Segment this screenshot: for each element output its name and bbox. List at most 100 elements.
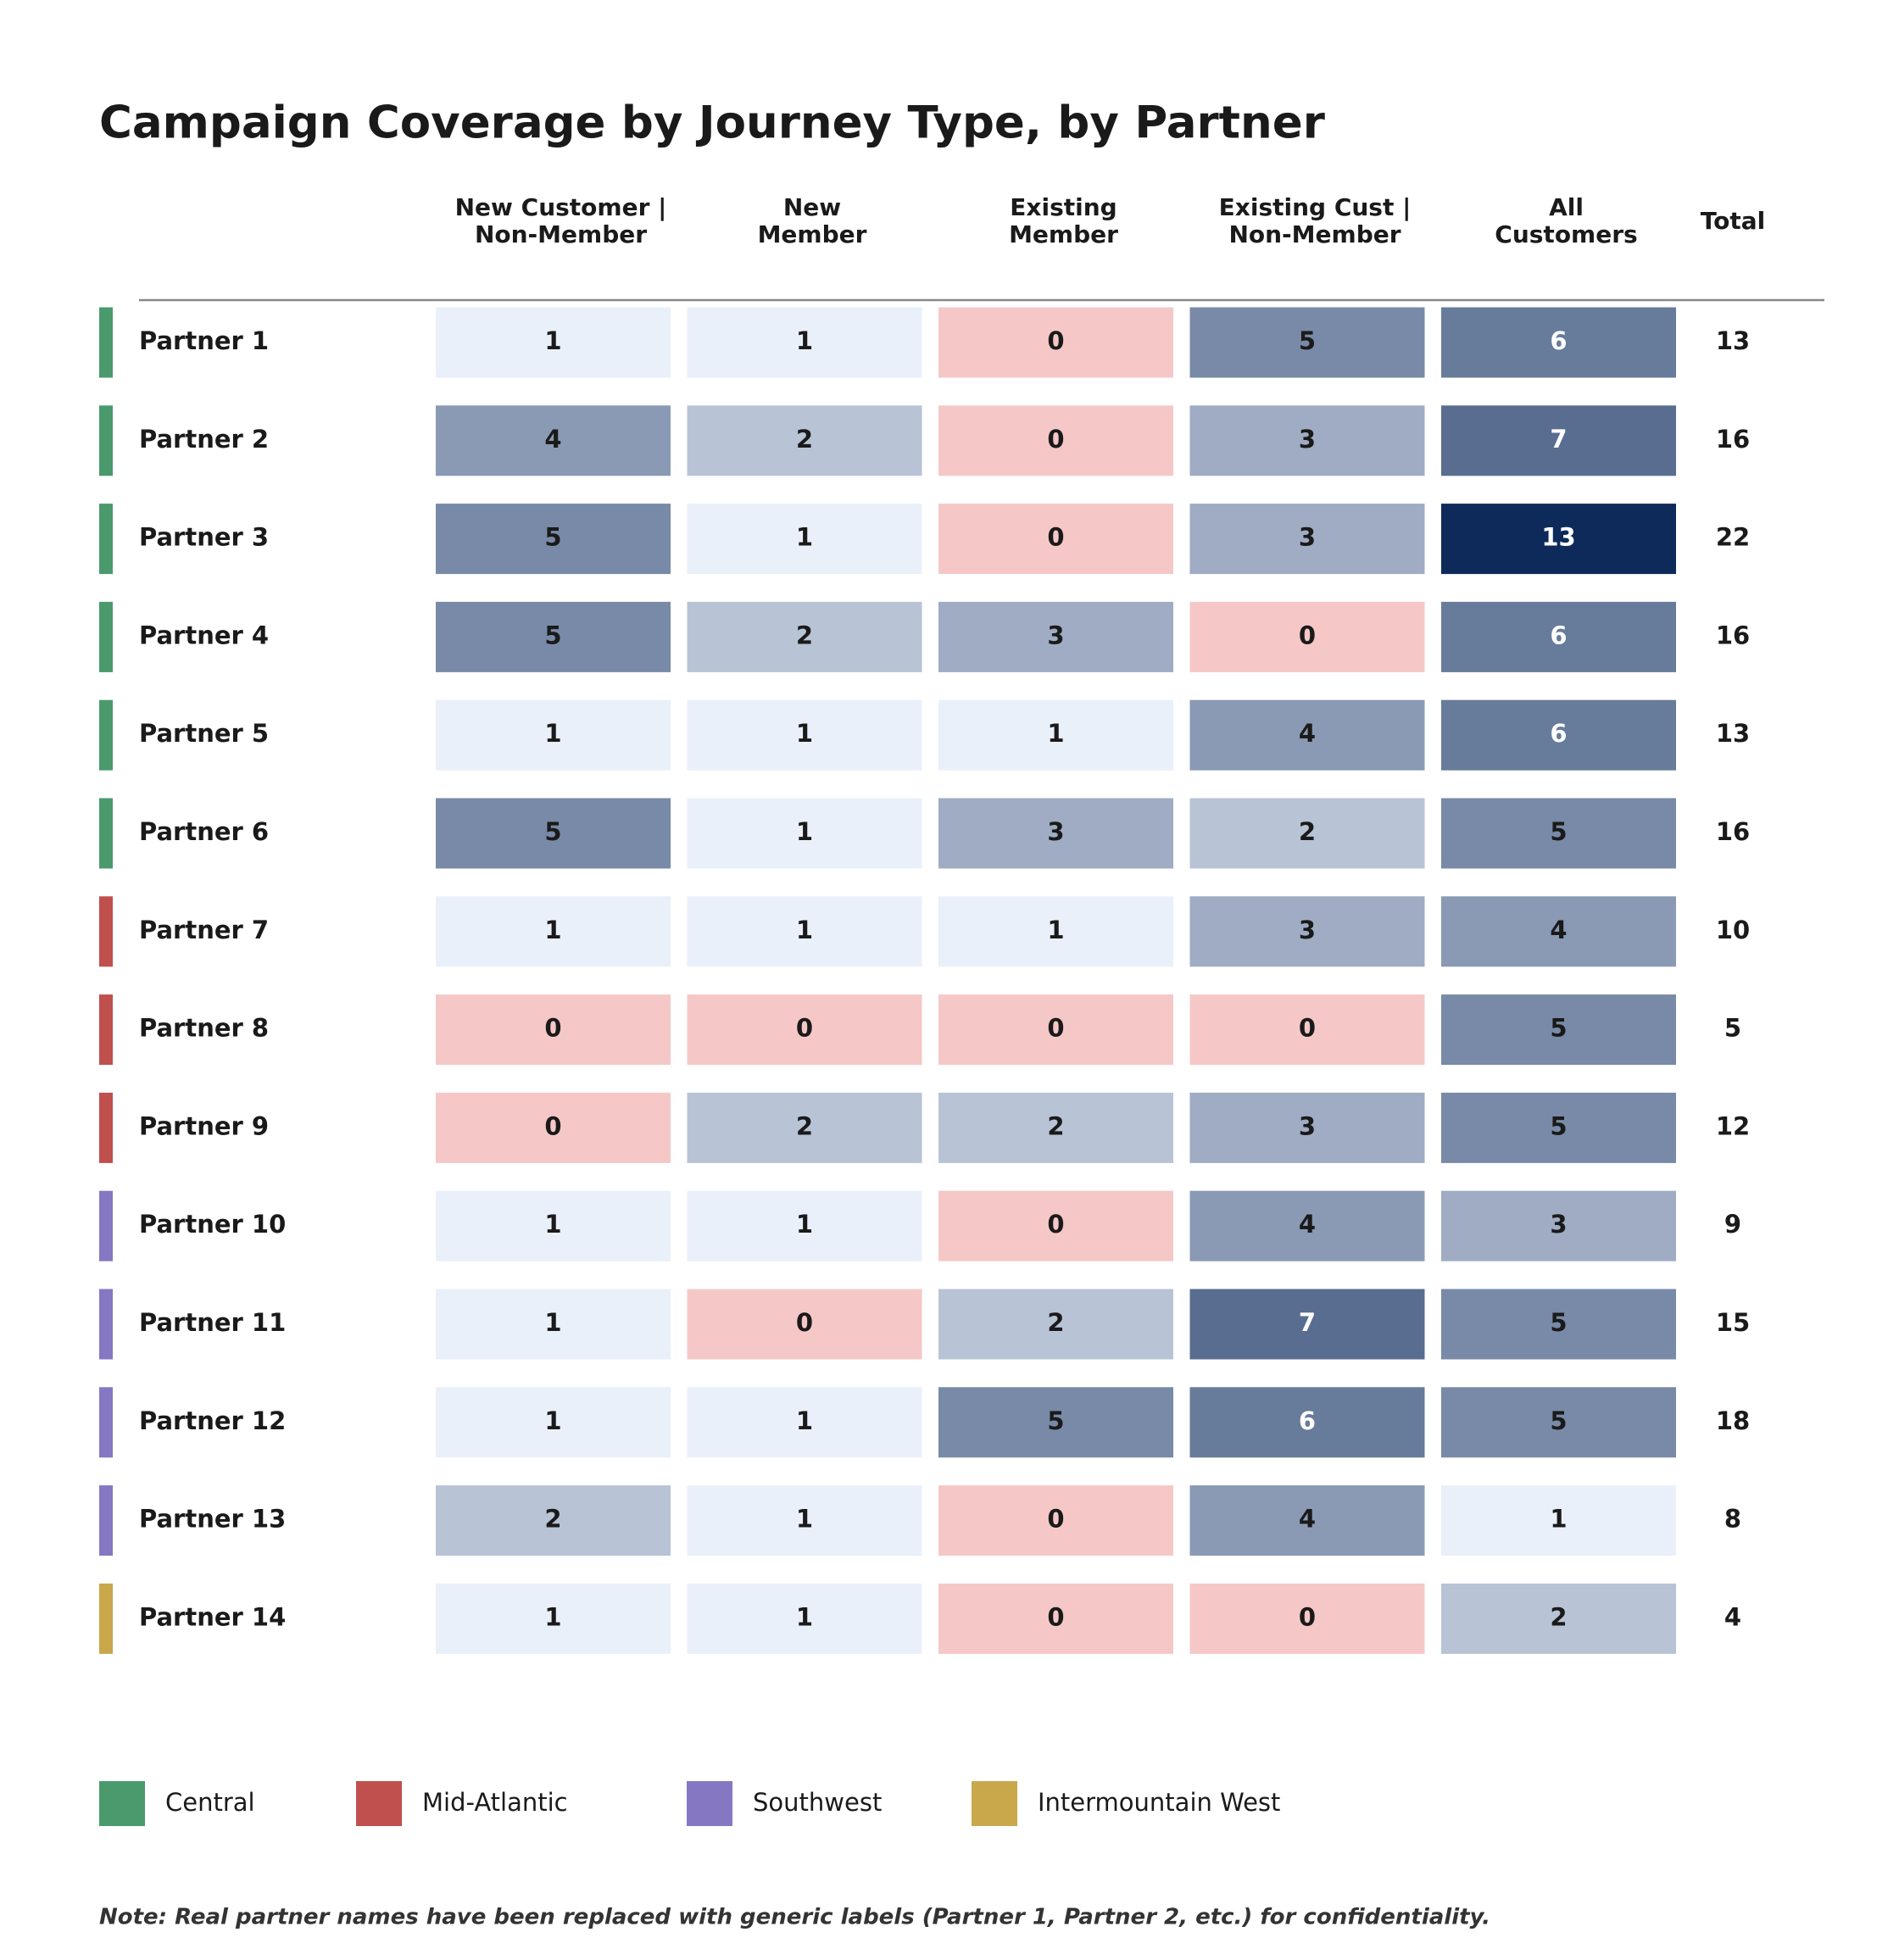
region-bar <box>99 1387 113 1458</box>
cell-label: 1 <box>796 1602 813 1631</box>
column-header: Member <box>1009 220 1118 248</box>
row-label: Partner 12 <box>139 1406 286 1435</box>
cell-label: 1 <box>796 326 813 355</box>
heat-cell <box>1441 896 1676 967</box>
cell-label: 6 <box>1550 719 1567 748</box>
heat-cell <box>687 994 922 1066</box>
region-bar <box>99 504 113 575</box>
heat-cell <box>687 504 922 575</box>
heat-cell <box>436 994 671 1066</box>
legend-label: Central <box>165 1788 255 1817</box>
cell-label: 5 <box>544 817 561 846</box>
row-total: 4 <box>1724 1602 1741 1631</box>
heat-cell <box>1441 1190 1676 1261</box>
row-total: 13 <box>1716 719 1750 748</box>
cell-label: 1 <box>796 1210 813 1239</box>
cell-label: 6 <box>1299 1406 1316 1435</box>
heat-cell <box>1441 1583 1676 1654</box>
region-bar <box>99 1289 113 1360</box>
heat-cell <box>938 307 1173 378</box>
cell-label: 2 <box>1047 1308 1064 1337</box>
row-label: Partner 10 <box>139 1210 286 1239</box>
row-label: Partner 7 <box>139 916 269 944</box>
region-bar <box>99 1092 113 1163</box>
cell-label: 2 <box>796 621 813 649</box>
cell-label: 6 <box>1550 326 1567 355</box>
cell-label: 5 <box>1299 326 1316 355</box>
heat-cell <box>1189 798 1425 869</box>
cell-label: 0 <box>1047 1210 1064 1239</box>
heat-cell <box>687 699 922 771</box>
column-header: New Customer | <box>455 193 667 221</box>
heat-cell <box>436 1092 671 1163</box>
region-bar <box>99 994 113 1066</box>
row-total: 13 <box>1716 326 1750 355</box>
cell-label: 0 <box>1047 523 1064 552</box>
row-total: 15 <box>1716 1308 1750 1337</box>
row-total: 16 <box>1716 621 1750 649</box>
heat-cell <box>687 601 922 672</box>
column-header: Customers <box>1495 220 1637 248</box>
row-label: Partner 1 <box>139 326 269 355</box>
heat-cell <box>1189 1190 1425 1261</box>
heat-cell <box>1441 601 1676 672</box>
row-total: 22 <box>1716 523 1750 552</box>
heat-cell <box>1189 601 1425 672</box>
heat-cell <box>1441 1289 1676 1360</box>
cell-label: 0 <box>1299 1602 1316 1631</box>
heat-cell <box>436 1387 671 1458</box>
heat-cell <box>938 994 1173 1066</box>
row-label: Partner 5 <box>139 719 269 748</box>
cell-label: 1 <box>796 523 813 552</box>
heat-cell <box>1189 405 1425 476</box>
heat-cell <box>938 798 1173 869</box>
heat-cell <box>1189 1485 1425 1556</box>
heat-cell <box>687 896 922 967</box>
cell-label: 1 <box>544 1308 561 1337</box>
legend-swatch <box>356 1781 402 1826</box>
heat-cell <box>436 699 671 771</box>
cell-label: 3 <box>1299 523 1316 552</box>
heat-cell <box>1441 994 1676 1066</box>
cell-label: 1 <box>544 916 561 944</box>
heat-cell <box>938 1387 1173 1458</box>
heat-cell <box>1189 1289 1425 1360</box>
row-total: 5 <box>1724 1014 1741 1043</box>
cell-label: 1 <box>796 719 813 748</box>
legend-swatch <box>99 1781 145 1826</box>
column-header: New <box>783 193 841 221</box>
cell-label: 1 <box>796 817 813 846</box>
column-header: Existing Cust | <box>1219 193 1412 221</box>
cell-label: 4 <box>1299 1505 1316 1534</box>
cell-label: 4 <box>1550 916 1567 944</box>
heat-cell <box>1441 798 1676 869</box>
row-label: Partner 11 <box>139 1308 286 1337</box>
cell-label: 1 <box>544 326 561 355</box>
region-bar <box>99 1190 113 1261</box>
cell-label: 0 <box>1299 621 1316 649</box>
chart-title: Campaign Coverage by Journey Type, by Pa… <box>99 97 1325 149</box>
cell-label: 5 <box>544 621 561 649</box>
heat-cell <box>436 1190 671 1261</box>
region-bar <box>99 699 113 771</box>
cell-label: 1 <box>796 1406 813 1435</box>
cell-label: 5 <box>1550 1111 1567 1140</box>
heat-cell <box>687 798 922 869</box>
legend-label: Intermountain West <box>1038 1788 1280 1817</box>
heat-cell <box>1189 1583 1425 1654</box>
cell-label: 1 <box>1550 1505 1567 1534</box>
heat-cell <box>1441 504 1676 575</box>
heat-cell <box>687 1583 922 1654</box>
row-total: 16 <box>1716 425 1750 454</box>
heat-cell <box>436 1485 671 1556</box>
heat-cell <box>687 405 922 476</box>
cell-label: 5 <box>1550 1308 1567 1337</box>
heat-cell <box>436 896 671 967</box>
heat-cell <box>938 896 1173 967</box>
heat-cell <box>938 504 1173 575</box>
row-total: 18 <box>1716 1406 1750 1435</box>
heat-cell <box>1189 307 1425 378</box>
heat-cell <box>687 1190 922 1261</box>
legend-swatch <box>687 1781 732 1826</box>
heat-cell <box>938 601 1173 672</box>
